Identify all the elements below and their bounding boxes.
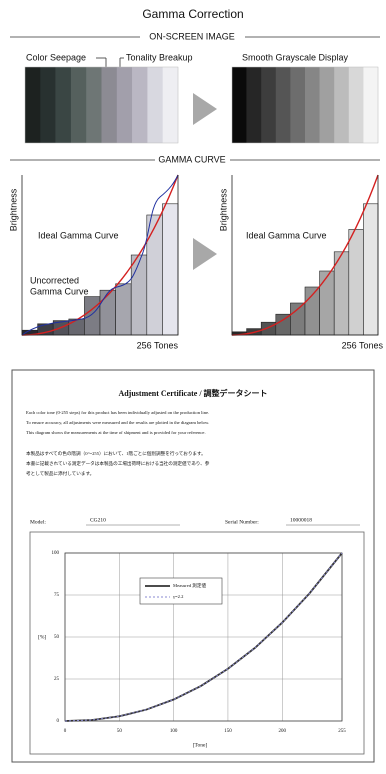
tone-bar	[319, 270, 335, 336]
tone-bar	[146, 214, 163, 336]
axes	[21, 175, 179, 336]
tone-strip	[275, 67, 291, 143]
certificate-chart: 0 25 50 75 100 0 50 100 150 200 255 Measured 測定値 γ=2…	[52, 551, 347, 734]
tone-bar	[115, 283, 132, 336]
paragraph-line: 本書に記載されている測定データは本製品の工場出荷時における当社の測定値であり、参	[26, 460, 210, 467]
tone-strip	[319, 67, 335, 143]
strip-frame	[24, 66, 179, 144]
serial: 10000018	[290, 517, 312, 523]
section-label: ON-SCREEN IMAGE	[149, 31, 235, 41]
chart-frame	[29, 531, 365, 755]
tone-strip	[132, 67, 148, 143]
x-label: 256 Tones	[342, 340, 384, 350]
x-tick-label: 50	[117, 729, 123, 734]
tone-strip	[55, 67, 72, 143]
y-tick-label: 50	[54, 635, 60, 640]
tone-strip	[86, 67, 102, 143]
curve-label: Ideal Gamma Curve	[38, 230, 119, 240]
plot-frame	[64, 552, 343, 722]
ideal-curve	[231, 174, 379, 336]
tone-bar	[68, 318, 85, 336]
tone-strip	[232, 67, 247, 143]
x-tick-label: 255	[338, 729, 346, 734]
tone-strip	[246, 67, 262, 143]
curve-label: Uncorrected	[30, 275, 79, 285]
x-label: 256 Tones	[137, 340, 179, 350]
strip-frame	[231, 66, 379, 144]
x-label: [Tone]	[193, 742, 208, 748]
label: Tonality Breakup	[126, 52, 193, 62]
label: Color Seepage	[26, 52, 86, 62]
paragraph-line: 本製品はすべての色の階調（0～255）において、1階ごとに個別調整を行っておりま…	[26, 450, 206, 457]
x-tick-label: 150	[224, 729, 232, 734]
tone-strip	[305, 67, 320, 143]
curve-label: Gamma Curve	[30, 286, 89, 296]
section-label: GAMMA CURVE	[158, 154, 225, 164]
x-tick-label: 0	[64, 729, 67, 734]
certificate-title: Adjustment Certificate / 調整データシート	[118, 388, 267, 398]
tone-strip	[116, 67, 133, 143]
legend-label: γ=2.2	[173, 594, 184, 599]
arrow	[193, 93, 217, 125]
tone-bar	[290, 302, 306, 336]
tone-bar	[260, 321, 277, 336]
certificate-frame	[11, 369, 375, 763]
y-label: Brightness	[218, 188, 228, 231]
tone-strip	[261, 67, 277, 143]
gamma-charts	[21, 174, 379, 336]
ideal-curve	[21, 174, 179, 336]
label: Smooth Grayscale Display	[242, 52, 349, 62]
serial-label: Serial Number:	[225, 519, 259, 525]
axes	[231, 175, 379, 336]
tone-strip	[101, 67, 118, 143]
x-tick-label: 200	[279, 729, 287, 734]
tone-strip	[363, 67, 379, 143]
tone-strip	[40, 67, 56, 143]
tone-bar	[162, 203, 179, 336]
model-label: Model:	[30, 519, 46, 525]
legend-label: Measured 測定値	[173, 582, 206, 589]
strips	[24, 66, 379, 144]
title: Gamma Correction	[142, 7, 243, 21]
tone-strip	[162, 67, 179, 143]
paragraph-line: To ensure accuracy, all adjustments were…	[26, 420, 209, 426]
y-label: [%]	[38, 634, 46, 640]
y-label: Brightness	[8, 188, 18, 231]
tone-strip	[70, 67, 87, 143]
tone-bar	[348, 229, 364, 336]
series-line	[64, 552, 343, 722]
paragraph-line: Each color tone (0-255 steps) for this p…	[26, 410, 209, 415]
curve-label: Ideal Gamma Curve	[246, 230, 327, 240]
paragraph-line: 考として製品に添付しています。	[26, 470, 94, 477]
tone-bar	[130, 254, 148, 336]
tone-bar	[84, 296, 101, 336]
tone-strip	[147, 67, 163, 143]
tone-strip	[348, 67, 364, 143]
paragraph-line: This diagram shows the measurements at t…	[26, 430, 206, 435]
y-tick-label: 100	[52, 551, 60, 556]
tone-strip	[290, 67, 306, 143]
tone-strip	[334, 67, 350, 143]
y-tick-label: 0	[57, 719, 60, 724]
y-tick-label: 75	[54, 593, 60, 598]
y-tick-label: 25	[54, 677, 60, 682]
uncorrected-curve	[21, 174, 179, 336]
x-tick-label: 100	[170, 729, 178, 734]
model: CG210	[90, 517, 106, 523]
tone-bar	[99, 289, 116, 336]
tone-bar	[363, 203, 379, 336]
arrow	[193, 238, 217, 270]
legend-box	[139, 577, 223, 605]
tone-strip	[25, 67, 41, 143]
